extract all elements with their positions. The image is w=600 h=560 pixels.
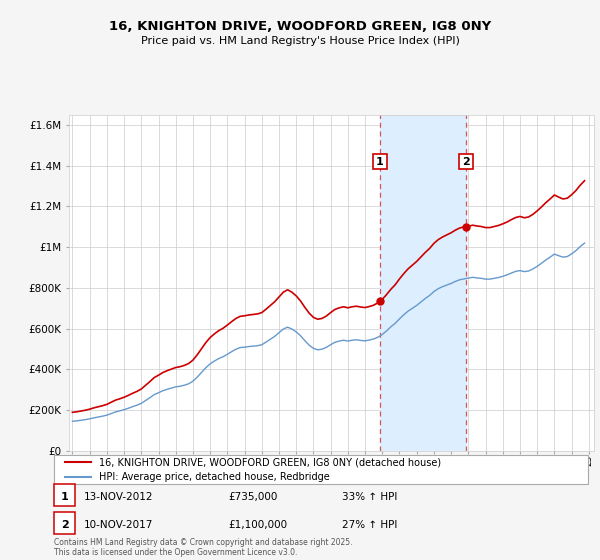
Text: 2: 2 bbox=[462, 157, 470, 167]
Text: £1,100,000: £1,100,000 bbox=[228, 520, 287, 530]
Text: HPI: Average price, detached house, Redbridge: HPI: Average price, detached house, Redb… bbox=[100, 472, 330, 482]
Text: £735,000: £735,000 bbox=[228, 492, 277, 502]
Text: 2: 2 bbox=[61, 520, 68, 530]
Text: 10-NOV-2017: 10-NOV-2017 bbox=[84, 520, 154, 530]
Text: 1: 1 bbox=[61, 492, 68, 502]
Text: Contains HM Land Registry data © Crown copyright and database right 2025.
This d: Contains HM Land Registry data © Crown c… bbox=[54, 538, 353, 557]
Text: 1: 1 bbox=[376, 157, 384, 167]
Text: 16, KNIGHTON DRIVE, WOODFORD GREEN, IG8 0NY (detached house): 16, KNIGHTON DRIVE, WOODFORD GREEN, IG8 … bbox=[100, 457, 442, 467]
Text: 27% ↑ HPI: 27% ↑ HPI bbox=[342, 520, 397, 530]
Text: 33% ↑ HPI: 33% ↑ HPI bbox=[342, 492, 397, 502]
FancyBboxPatch shape bbox=[54, 455, 588, 484]
Bar bbox=[380, 115, 466, 451]
Text: Price paid vs. HM Land Registry's House Price Index (HPI): Price paid vs. HM Land Registry's House … bbox=[140, 36, 460, 46]
Text: 13-NOV-2012: 13-NOV-2012 bbox=[84, 492, 154, 502]
Text: 16, KNIGHTON DRIVE, WOODFORD GREEN, IG8 0NY: 16, KNIGHTON DRIVE, WOODFORD GREEN, IG8 … bbox=[109, 20, 491, 32]
